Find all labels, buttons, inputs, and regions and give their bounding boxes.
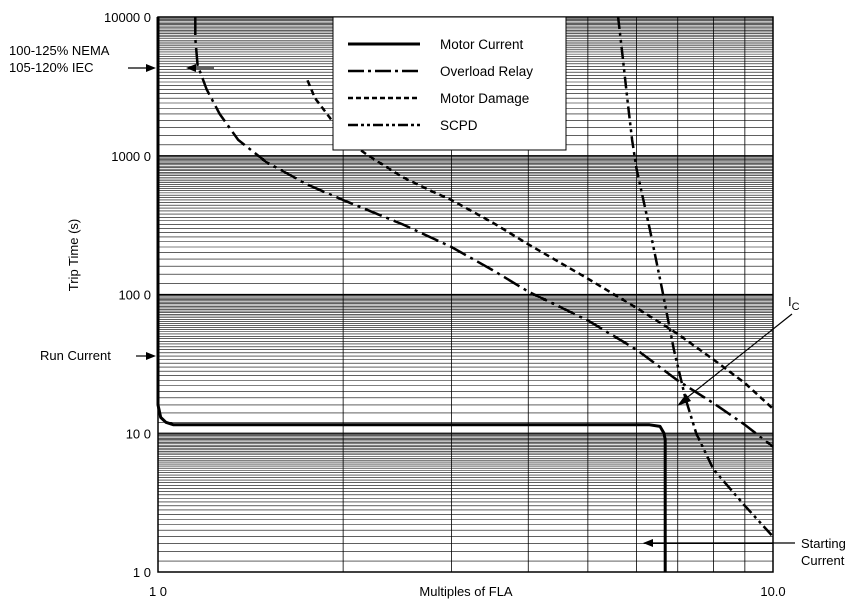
y-tick-label: 1000 0 <box>111 149 151 164</box>
legend-label-motor-damage: Motor Damage <box>440 91 529 106</box>
series-line-scpd <box>616 16 774 538</box>
annotation-nema-line1: 100-125% NEMA <box>9 43 110 58</box>
annotation-ic: IC <box>677 294 800 406</box>
x-tick-label: 1 0 <box>149 584 167 599</box>
legend-box <box>332 16 567 151</box>
nema-arrow-right-icon <box>186 64 196 72</box>
nema-arrow-left-icon <box>146 64 156 72</box>
y-tick-label: 1 0 <box>133 565 151 580</box>
annotation-ic-label: IC <box>788 294 800 313</box>
legend-label-scpd: SCPD <box>440 118 478 133</box>
annotation-nema-iec: 100-125% NEMA 105-120% IEC <box>9 43 214 75</box>
ic-arrow-icon <box>677 394 691 406</box>
start-arrow-icon <box>643 539 653 547</box>
legend-label-overload-relay: Overload Relay <box>440 64 533 79</box>
y-tick-label: 10 0 <box>126 426 151 441</box>
series-line-motor-current <box>156 17 667 572</box>
annotation-ic-subscript: C <box>792 301 800 313</box>
ic-arrow-shaft <box>683 313 793 401</box>
legend: Motor Current Overload Relay Motor Damag… <box>332 16 567 151</box>
x-axis-label: Multiples of FLA <box>419 584 513 599</box>
annotation-run-current: Run Current <box>40 348 156 363</box>
y-tick-label: 10000 0 <box>104 10 151 25</box>
x-tick-label: 10.0 <box>760 584 785 599</box>
annotation-run-current-label: Run Current <box>40 348 111 363</box>
legend-label-motor-current: Motor Current <box>440 37 524 52</box>
annotation-starting-line2: Current <box>801 553 845 568</box>
y-tick-label: 100 0 <box>118 288 151 303</box>
y-axis-label: Trip Time (s) <box>66 219 81 291</box>
annotation-starting-line1: Starting <box>801 536 846 551</box>
annotation-nema-line2: 105-120% IEC <box>9 60 94 75</box>
tick-labels: 1 0 10 0 100 0 1000 0 10000 0 1 0 10.0 <box>104 10 786 599</box>
run-arrow-icon <box>146 352 156 360</box>
series-line-overload-relay <box>194 17 774 448</box>
annotation-starting-current: Starting Current <box>643 536 846 568</box>
